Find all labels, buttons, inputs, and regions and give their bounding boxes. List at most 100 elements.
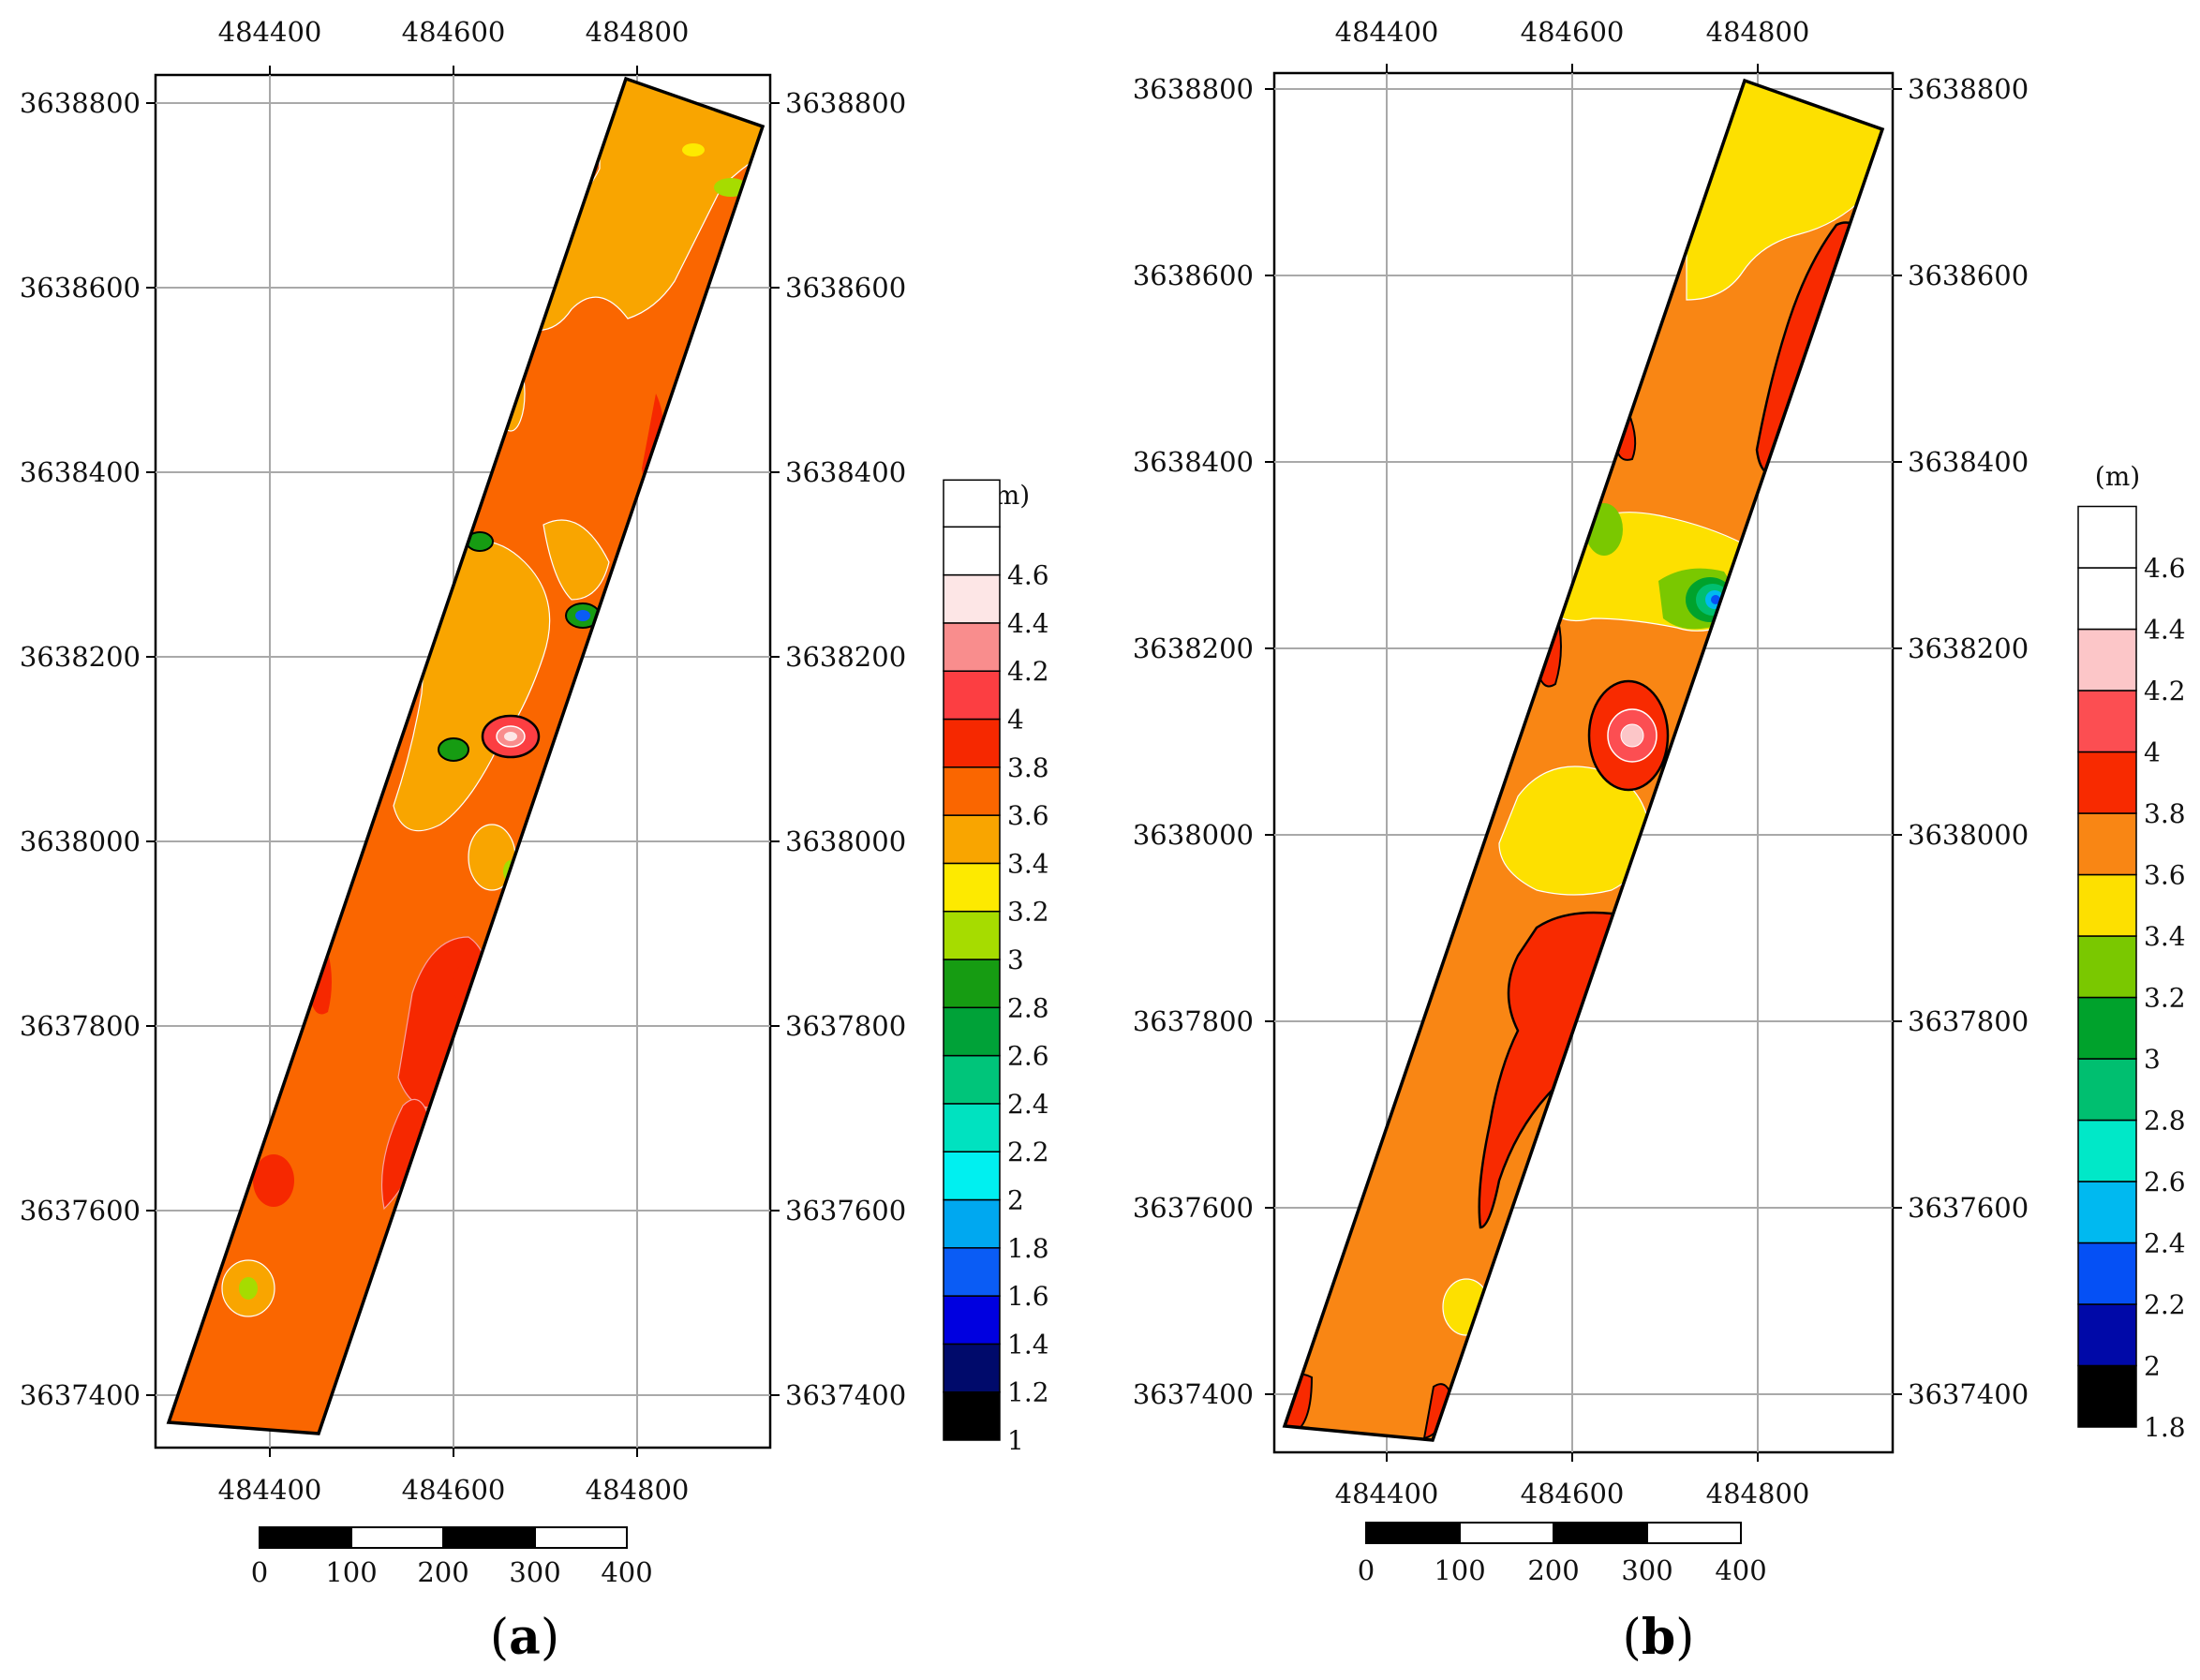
panel-a-caption: (a)	[490, 1609, 559, 1666]
scale-label: 300	[509, 1556, 560, 1588]
legend-swatch	[943, 670, 1001, 721]
svg-text:(b): (b)	[1623, 1609, 1695, 1666]
legend-swatch	[2077, 751, 2137, 814]
legend-swatch	[2077, 567, 2137, 631]
y-tick-label-right: 3638800	[785, 87, 906, 119]
y-tick-label-left: 3638600	[1133, 260, 1254, 291]
legend-label: 4.4	[1007, 608, 1049, 639]
legend-swatch	[943, 910, 1001, 960]
legend-label: 3	[2144, 1044, 2161, 1075]
scale-label: 400	[1715, 1554, 1766, 1586]
legend-label: 4	[1007, 705, 1024, 736]
legend-swatch	[943, 766, 1001, 816]
contour-3.8-blob	[253, 1154, 294, 1207]
legend-label: 4.2	[1007, 656, 1049, 687]
panel-label: a	[509, 1609, 541, 1666]
legend-swatch	[943, 959, 1001, 1009]
y-tick-label-left: 3638400	[1133, 446, 1254, 478]
panel-b-strip-outline	[1282, 78, 1885, 1442]
legend-label: 2.6	[2144, 1167, 2186, 1197]
legend-swatch	[2077, 873, 2137, 937]
contour-4.4-peak	[504, 732, 517, 741]
panel-b-ticks	[1265, 64, 1902, 1462]
y-tick-label-right: 3638400	[1908, 446, 2029, 478]
legend-swatch	[943, 622, 1001, 672]
y-tick-label-right: 3638400	[785, 456, 906, 488]
scale-label: 100	[1434, 1554, 1485, 1586]
x-tick-label-top: 484800	[1706, 16, 1810, 48]
legend-swatch	[943, 1054, 1001, 1105]
legend-label: 4.4	[2144, 615, 2186, 646]
panel-a-scale-bar: 0 100 200 300 400	[251, 1526, 653, 1588]
panel-a-strip-outline	[166, 76, 766, 1435]
y-tick-label-right: 3637600	[1908, 1192, 2029, 1224]
legend-swatch	[943, 573, 1001, 624]
legend-label: 3.8	[2144, 798, 2186, 829]
scale-label: 0	[251, 1556, 268, 1588]
scale-label: 300	[1621, 1554, 1672, 1586]
panel-b-legend: (m) 1.8 2 2.2 2.4 2.6 2.8 3 3.2 3.4 3.6 3.8 4 4.2 4.4…	[2077, 461, 2186, 1443]
legend-label: 1	[1007, 1425, 1024, 1456]
panel-b-tick-labels: 484400 484600 484800 484400 484600 48480…	[1133, 16, 2029, 1509]
x-tick-label-bottom: 484400	[1335, 1478, 1439, 1509]
legend-swatch	[943, 1343, 1001, 1393]
legend-label: 2.6	[1007, 1041, 1049, 1072]
y-tick-label-left: 3638800	[1133, 73, 1254, 105]
legend-label: 4	[2144, 737, 2161, 768]
legend-swatch	[2077, 505, 2137, 569]
y-tick-label-left: 3637800	[1133, 1005, 1254, 1037]
x-tick-label-bottom: 484400	[218, 1474, 322, 1506]
legend-swatch	[2077, 1364, 2137, 1428]
legend-label: 3.6	[2144, 860, 2186, 891]
legend-swatch	[943, 814, 1001, 865]
scale-label: 400	[601, 1556, 652, 1588]
legend-swatch	[943, 1390, 1001, 1441]
legend-swatch	[2077, 996, 2137, 1060]
legend-swatch	[2077, 812, 2137, 876]
x-tick-label-bottom: 484800	[586, 1474, 690, 1506]
y-tick-label-left: 3638600	[20, 272, 141, 304]
y-tick-label-right: 3637400	[1908, 1378, 2029, 1410]
scale-label: 0	[1358, 1554, 1375, 1586]
legend-label: 2.4	[2144, 1228, 2186, 1259]
x-tick-label-bottom: 484600	[1521, 1478, 1625, 1509]
y-tick-label-right: 3637400	[785, 1379, 906, 1411]
x-tick-label-top: 484600	[402, 16, 506, 48]
legend-swatch	[943, 1151, 1001, 1201]
contour-3.2-yellowgreen3	[239, 1277, 258, 1300]
panel-a-tick-labels: 484400 484600 484800 484400 484600 48480…	[20, 16, 906, 1506]
contour-3-low	[438, 737, 469, 762]
legend-swatch	[2077, 690, 2137, 753]
legend-swatch	[2077, 1241, 2137, 1305]
legend-label: 2	[1007, 1185, 1024, 1216]
y-tick-label-left: 3637800	[20, 1010, 141, 1042]
y-tick-label-left: 3638800	[20, 87, 141, 119]
x-tick-label-bottom: 484800	[1706, 1478, 1810, 1509]
panel-a-legend: (m) 11.21.41.61.822.22.42.62.833.23.43.6…	[943, 479, 1049, 1456]
legend-swatch	[2077, 1181, 2137, 1244]
legend-swatch	[943, 862, 1001, 913]
y-tick-label-left: 3638000	[1133, 819, 1254, 851]
contour-4.4-peak	[1620, 723, 1644, 748]
panel-b-scale-bar: 0 100 200 300 400	[1358, 1522, 1767, 1586]
legend-label: 4.6	[2144, 553, 2186, 584]
y-tick-label-left: 3637600	[20, 1195, 141, 1227]
y-tick-label-right: 3637600	[785, 1195, 906, 1227]
x-tick-label-bottom: 484600	[402, 1474, 506, 1506]
y-tick-label-right: 3638200	[785, 641, 906, 673]
legend-swatch	[943, 1295, 1001, 1345]
y-tick-label-right: 3637800	[1908, 1005, 2029, 1037]
legend-swatch	[943, 526, 1001, 576]
legend-unit: (m)	[2095, 461, 2140, 492]
svg-text:(a): (a)	[490, 1609, 559, 1666]
y-tick-label-right: 3638600	[785, 272, 906, 304]
y-tick-label-right: 3638800	[1908, 73, 2029, 105]
legend-swatch	[943, 1247, 1001, 1297]
legend-label: 3.8	[1007, 752, 1049, 783]
contour-3.4-mid2	[543, 519, 610, 601]
legend-label: 2.2	[2144, 1289, 2186, 1320]
legend-label: 1.2	[1007, 1377, 1049, 1408]
legend-swatch	[943, 718, 1001, 768]
x-tick-label-top: 484600	[1521, 16, 1625, 48]
